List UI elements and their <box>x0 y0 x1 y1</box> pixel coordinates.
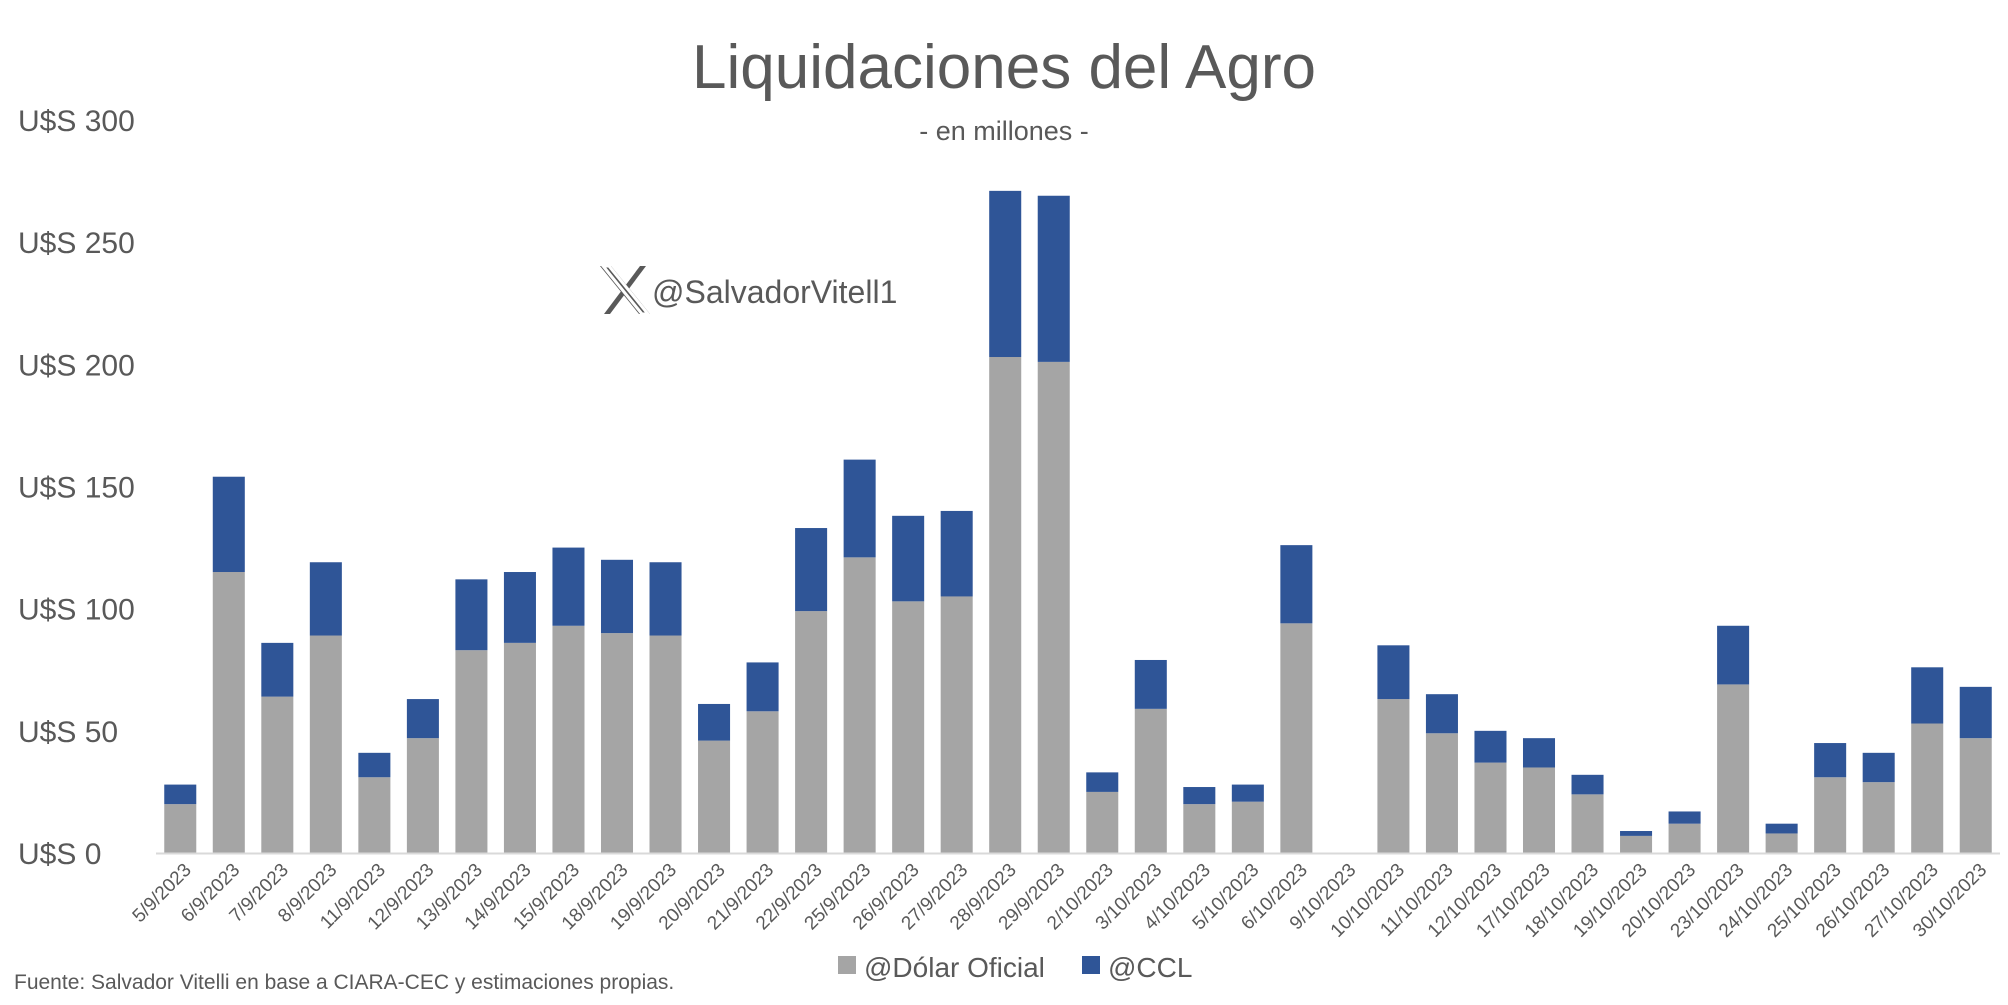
y-axis: U$S 0 U$S 50 U$S 100 U$S 150 U$S 200 U$S 250 U… <box>18 105 135 871</box>
bar-segment-ccl <box>552 547 585 626</box>
bar-segment-oficial <box>1911 723 1944 853</box>
bar-segment-oficial <box>1086 791 1119 853</box>
bar-segment-oficial <box>746 711 779 853</box>
y-tick-label: U$S 150 <box>18 472 135 505</box>
bar-segment-oficial <box>1037 361 1070 853</box>
bar-segment-ccl <box>455 579 488 651</box>
bar-segment-ccl <box>1280 545 1313 624</box>
bar-segment-ccl <box>1522 738 1556 768</box>
x-axis: 5/9/20236/9/20237/9/20238/9/202311/9/202… <box>129 860 1992 942</box>
bar-segment-oficial <box>1425 733 1458 853</box>
bar-segment-oficial <box>1717 684 1750 853</box>
bar-segment-ccl <box>503 572 536 643</box>
bar-segment-oficial <box>795 611 828 853</box>
bar-segment-oficial <box>1959 738 1992 853</box>
bar-segment-ccl <box>1911 667 1944 724</box>
y-tick-label: U$S 0 <box>18 838 101 871</box>
bar-segment-oficial <box>1231 801 1264 853</box>
bar-segment-ccl <box>261 642 294 697</box>
x-logo-icon <box>599 264 652 316</box>
bar-segment-oficial <box>1377 699 1410 853</box>
bar-segment-oficial <box>698 740 731 853</box>
chart-subtitle: - en millones - <box>919 116 1089 146</box>
bar-segment-ccl <box>698 703 731 741</box>
bar-segment-ccl <box>1620 831 1653 836</box>
y-tick-label: U$S 100 <box>18 594 135 627</box>
bar-segment-oficial <box>1620 835 1653 853</box>
bar-segment-oficial <box>600 633 634 853</box>
bar-segment-ccl <box>1425 694 1458 734</box>
bar-segment-ccl <box>1814 743 1847 778</box>
bar-segment-ccl <box>1037 195 1070 362</box>
bar-segment-ccl <box>358 752 391 778</box>
bar-segment-oficial <box>261 696 294 853</box>
bar-segment-ccl <box>1668 811 1701 824</box>
bar-segment-oficial <box>552 625 585 853</box>
bar-segment-ccl <box>1717 625 1750 685</box>
bar-segment-ccl <box>1086 772 1119 792</box>
bar-segment-ccl <box>1765 823 1798 834</box>
source-note: Fuente: Salvador Vitelli en base a CIARA… <box>14 971 674 994</box>
y-tick-label: U$S 50 <box>18 716 118 749</box>
bar-segment-oficial <box>1183 804 1216 853</box>
bar-segment-oficial <box>892 601 925 853</box>
bar-segment-ccl <box>795 528 828 612</box>
bar-segment-ccl <box>746 662 779 712</box>
watermark-handle: @SalvadorVitell1 <box>652 274 897 310</box>
bar-segment-ccl <box>1959 686 1992 739</box>
legend-swatch-ccl <box>1082 956 1100 974</box>
bar-segment-oficial <box>212 572 245 853</box>
bar-segment-oficial <box>1765 833 1798 853</box>
bar-segment-oficial <box>164 804 197 853</box>
bar-segment-oficial <box>1134 708 1167 853</box>
watermark: @SalvadorVitell1 <box>599 264 897 316</box>
bar-segment-ccl <box>1377 645 1410 700</box>
bar-segment-ccl <box>600 559 634 634</box>
bar-segment-ccl <box>1183 787 1216 805</box>
y-tick-label: U$S 200 <box>18 349 135 382</box>
bar-segment-oficial <box>940 596 973 853</box>
bars <box>164 190 1992 853</box>
bar-segment-oficial <box>1522 767 1556 853</box>
bar-segment-oficial <box>989 357 1022 853</box>
bar-segment-oficial <box>1814 777 1847 853</box>
legend-swatch-oficial <box>838 956 856 974</box>
bar-segment-ccl <box>1862 752 1895 783</box>
bar-segment-ccl <box>892 515 925 602</box>
bar-segment-ccl <box>212 476 245 573</box>
bar-segment-ccl <box>940 510 973 597</box>
bar-segment-ccl <box>1134 659 1167 709</box>
bar-segment-ccl <box>164 784 197 805</box>
bar-segment-oficial <box>1474 762 1507 853</box>
chart-title: Liquidaciones del Agro <box>692 33 1316 102</box>
bar-segment-oficial <box>455 650 488 853</box>
bar-segment-oficial <box>1862 782 1895 853</box>
bar-segment-oficial <box>1571 794 1604 853</box>
bar-segment-ccl <box>989 190 1022 358</box>
legend: @Dólar Oficial @CCL <box>838 952 1192 983</box>
bar-segment-oficial <box>358 777 391 853</box>
bar-segment-ccl <box>1231 784 1264 802</box>
bar-segment-oficial <box>406 738 439 853</box>
bar-segment-oficial <box>649 635 682 853</box>
bar-segment-oficial <box>503 642 536 853</box>
bar-segment-ccl <box>843 459 876 558</box>
bar-segment-ccl <box>1571 774 1604 795</box>
bar-segment-ccl <box>309 562 342 636</box>
bar-segment-ccl <box>406 699 439 739</box>
bar-segment-oficial <box>1668 823 1701 853</box>
y-tick-label: U$S 250 <box>18 227 135 260</box>
legend-label-ccl: @CCL <box>1108 952 1192 983</box>
bar-segment-oficial <box>309 635 342 853</box>
bar-segment-oficial <box>843 557 876 853</box>
bar-segment-ccl <box>649 562 682 636</box>
bar-segment-oficial <box>1280 623 1313 853</box>
bar-segment-ccl <box>1474 730 1507 763</box>
y-tick-label: U$S 300 <box>18 105 135 138</box>
legend-label-oficial: @Dólar Oficial <box>864 952 1045 983</box>
